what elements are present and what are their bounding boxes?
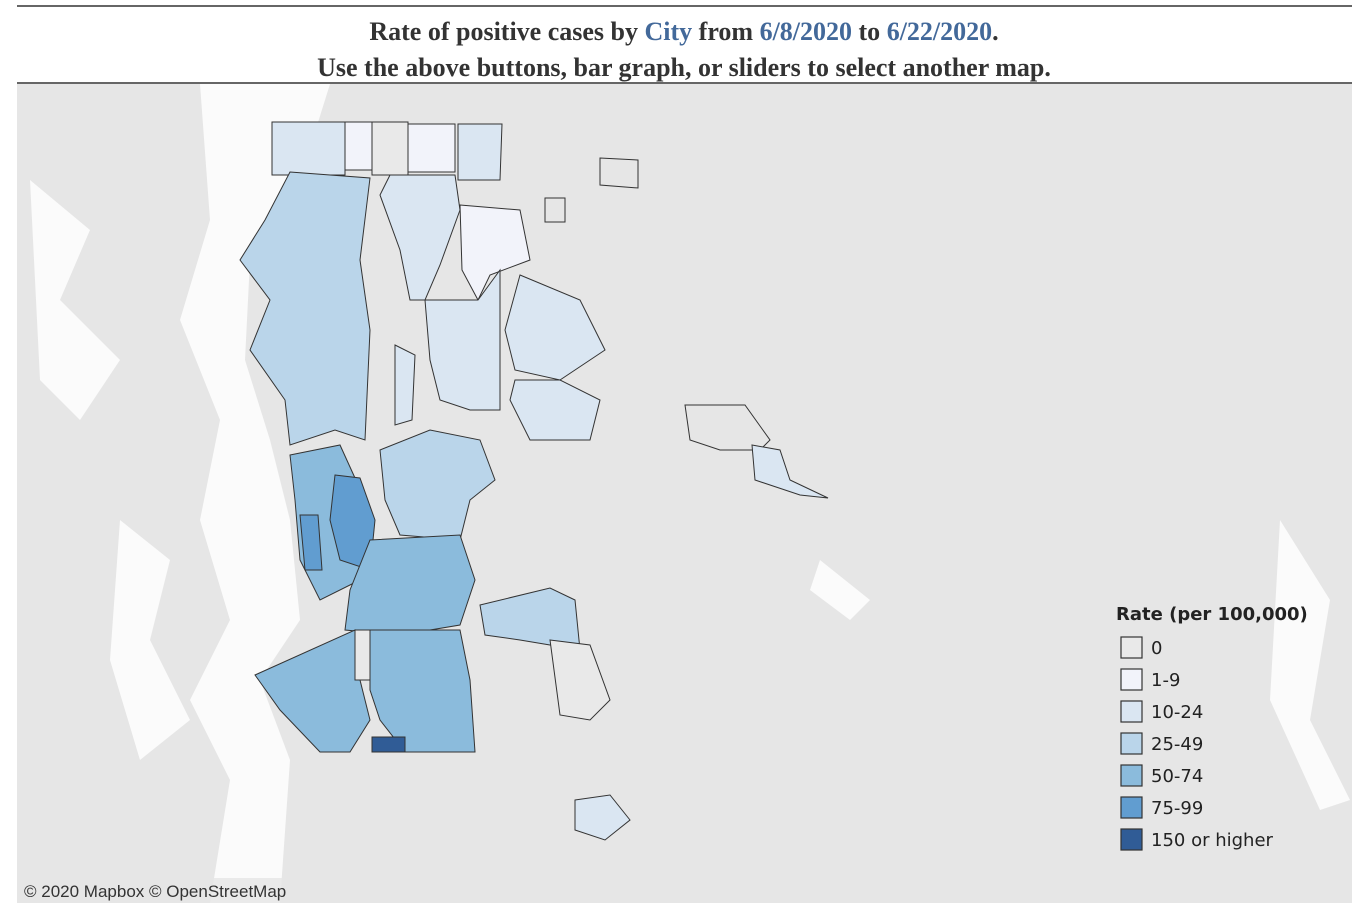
attribution: © 2020 Mapbox © OpenStreetMap [24,882,286,901]
legend-title: Rate (per 100,000) [1116,604,1308,625]
legend-swatch [1120,764,1143,787]
city-boundaries [239,121,829,841]
title-part: 6/22/2020 [887,17,992,46]
legend-label: 50-74 [1151,766,1203,787]
title: Rate of positive cases by City from 6/8/… [369,17,998,46]
title-part: City [645,17,693,46]
title-part: . [992,17,999,46]
legend-swatch [1120,828,1143,851]
title-part: to [852,17,887,46]
legend-swatch [1120,668,1143,691]
legend-label: 10-24 [1151,702,1203,723]
legend-label: 75-99 [1151,798,1203,819]
legend-swatch [1120,700,1143,723]
subtitle: Use the above buttons, bar graph, or sli… [317,53,1051,82]
attribution-bg [17,878,327,903]
legend-swatch [1120,732,1143,755]
legend: 0 1-9 10-24 25-49 50-74 75-99 150 or higher [1120,636,1274,851]
title-part: 6/8/2020 [760,17,852,46]
legend-label: 25-49 [1151,734,1203,755]
legend-swatch [1120,636,1143,659]
legend-label: 1-9 [1151,670,1180,691]
title-part: Rate of positive cases by [369,17,644,46]
title-part: from [692,17,759,46]
legend-label: 0 [1151,638,1162,659]
legend-label: 150 or higher [1151,830,1274,851]
map [17,84,1352,903]
legend-swatch [1120,796,1143,819]
water [30,84,1350,903]
